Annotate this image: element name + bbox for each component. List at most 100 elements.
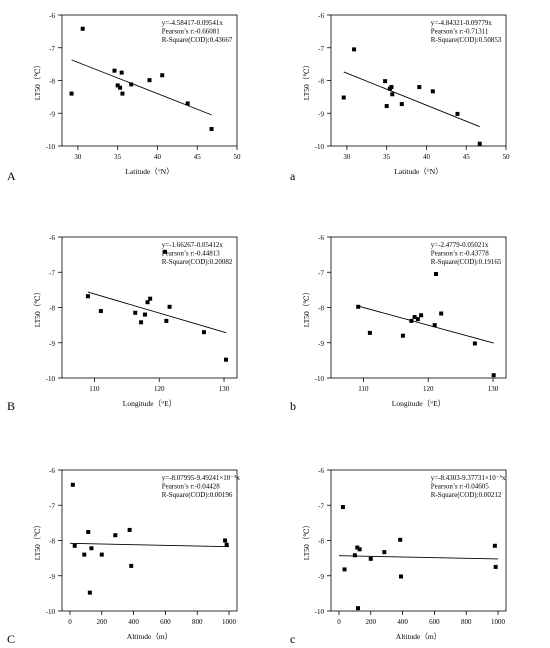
data-point xyxy=(434,272,438,277)
x-tick-label: 600 xyxy=(429,618,440,626)
x-tick-label: 1000 xyxy=(222,618,237,626)
x-tick-label: 50 xyxy=(234,153,242,161)
x-axis-label: Altitude（m） xyxy=(127,632,172,641)
data-point xyxy=(389,85,394,90)
y-tick-label: -10 xyxy=(315,143,325,151)
data-point xyxy=(439,311,444,316)
x-tick-label: 35 xyxy=(114,153,122,161)
panel-letter: B xyxy=(7,399,15,413)
stat-annotation-line: Pearson’s r:-0.71311 xyxy=(431,28,489,36)
y-tick-label: -9 xyxy=(318,573,324,581)
chart-panel-B: -6 -7 -8 -9 -10 110 120 130 Longitude（°E） LT50（℃）… xyxy=(7,234,238,413)
data-point xyxy=(147,78,152,83)
data-point xyxy=(356,606,361,611)
x-tick-label: 45 xyxy=(463,153,471,161)
data-point xyxy=(412,315,417,320)
y-tick-label: -7 xyxy=(49,45,55,53)
stat-annotation-line: y=-2.4779-0.05021x xyxy=(431,241,489,249)
x-tick-label: 50 xyxy=(503,153,511,161)
y-tick-label: -7 xyxy=(318,45,324,53)
data-point xyxy=(86,530,91,535)
data-point xyxy=(133,310,138,315)
data-point xyxy=(129,563,134,568)
y-tick-label: -10 xyxy=(315,608,325,616)
data-point xyxy=(85,294,90,299)
x-tick-label: 120 xyxy=(154,385,165,393)
data-point xyxy=(455,111,460,116)
data-point xyxy=(357,547,362,552)
stat-annotation-line: Pearson’s r:-0.04605 xyxy=(431,483,489,491)
x-tick-label: 120 xyxy=(423,385,434,393)
data-point xyxy=(415,317,420,322)
y-tick-label: -7 xyxy=(49,269,55,277)
data-point xyxy=(160,73,165,78)
x-axis-label: Longitude（°E） xyxy=(392,399,445,408)
data-point xyxy=(98,309,103,314)
data-point xyxy=(80,26,85,31)
x-tick-label: 110 xyxy=(89,385,100,393)
stat-annotation-line: y=-4.58417-0.09541x xyxy=(162,19,224,27)
panel-letter: a xyxy=(290,169,296,183)
stat-annotation-line: R-Square(COD):0.20082 xyxy=(162,258,233,266)
y-axis-label: LT50（℃） xyxy=(302,521,311,560)
panel-letter: A xyxy=(7,169,16,183)
x-tick-label: 30 xyxy=(74,153,82,161)
x-tick-label: 130 xyxy=(488,385,499,393)
data-point xyxy=(82,552,87,557)
y-tick-label: -8 xyxy=(318,78,324,86)
y-axis-label: LT50（℃） xyxy=(33,521,42,560)
data-point xyxy=(127,527,132,532)
stat-annotation-line: Pearson’s r:-0.44813 xyxy=(162,250,220,258)
data-point xyxy=(400,333,405,338)
stat-annotation-line: Pearson’s r:-0.66081 xyxy=(162,28,220,36)
x-axis-label: Latitude（°N） xyxy=(394,167,442,176)
y-tick-label: -6 xyxy=(49,234,55,242)
x-axis-label: Altitude（m） xyxy=(396,632,441,641)
data-point xyxy=(120,91,125,96)
y-tick-label: -10 xyxy=(46,375,56,383)
data-point xyxy=(69,91,74,96)
y-tick-label: -10 xyxy=(46,608,56,616)
panel-letter: C xyxy=(7,632,15,646)
data-point xyxy=(432,323,437,328)
stat-annotation-line: y=-4.84321-0.09779x xyxy=(431,19,493,27)
fit-line xyxy=(343,71,480,128)
data-point xyxy=(342,567,347,572)
stat-annotation-line: R-Square(COD):0.00212 xyxy=(431,491,502,499)
data-point xyxy=(355,545,360,550)
y-tick-label: -7 xyxy=(49,502,55,510)
data-point xyxy=(390,92,395,97)
y-tick-label: -10 xyxy=(315,375,325,383)
data-point xyxy=(119,70,124,75)
data-point xyxy=(163,249,168,254)
data-point xyxy=(112,68,117,73)
data-point xyxy=(491,373,496,378)
data-point xyxy=(145,300,150,305)
y-tick-label: -9 xyxy=(318,110,324,118)
data-point xyxy=(409,318,414,323)
chart-panel-C: -6 -7 -8 -9 -10 0 200 400 600 800 1000 Altitude（m） L… xyxy=(7,467,240,646)
y-tick-label: -9 xyxy=(318,340,324,348)
stat-annotation-line: y=-8.07995-9.49241×10⁻⁵x xyxy=(162,474,241,482)
y-tick-label: -6 xyxy=(318,234,324,242)
stat-annotation-line: R-Square(COD):0.50853 xyxy=(431,36,502,44)
x-axis-label: Latitude（°N） xyxy=(125,167,173,176)
stat-annotation-line: y=-1.66267-0.05412x xyxy=(162,241,224,249)
data-point xyxy=(472,341,477,346)
y-tick-label: -7 xyxy=(318,502,324,510)
data-point xyxy=(99,552,104,557)
x-tick-label: 600 xyxy=(160,618,171,626)
data-point xyxy=(492,543,497,548)
x-tick-label: 0 xyxy=(337,618,341,626)
chart-panel-A: -6 -7 -8 -9 -10 30 35 40 45 50 Latitude（°N） LT50（℃）… xyxy=(7,12,241,183)
fit-line xyxy=(338,555,499,560)
data-point xyxy=(493,564,498,569)
stat-annotation-line: y=-8.4303-9.37731×10⁻⁵x xyxy=(431,474,506,482)
data-point xyxy=(398,537,403,542)
data-point xyxy=(223,538,228,543)
data-point xyxy=(115,83,120,88)
data-point xyxy=(341,95,346,100)
stat-annotation-line: R-Square(COD):0.19165 xyxy=(431,258,502,266)
y-axis-label: LT50（℃） xyxy=(33,61,42,100)
